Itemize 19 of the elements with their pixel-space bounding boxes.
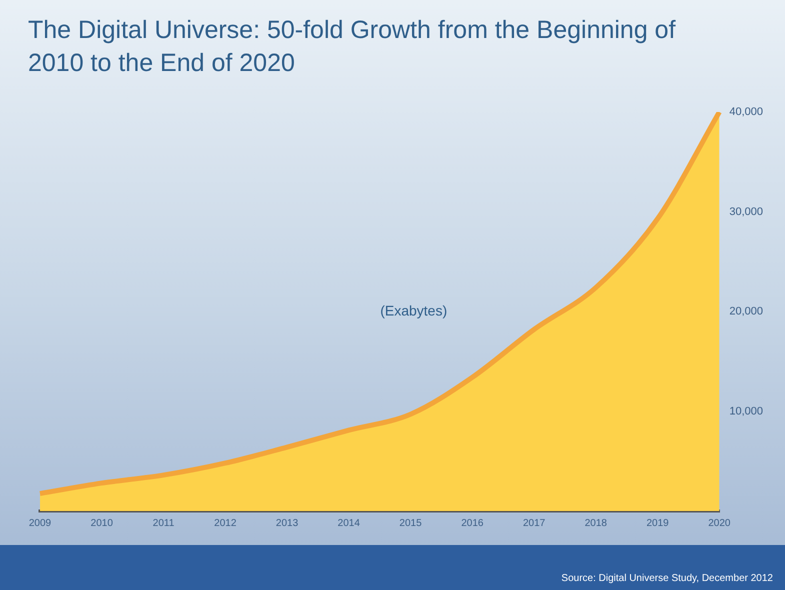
x-tick-label: 2017 bbox=[522, 518, 546, 529]
x-tick-label: 2018 bbox=[584, 518, 608, 529]
x-tick-label: 2014 bbox=[338, 518, 360, 529]
y-tick-label: 10,000 bbox=[729, 405, 764, 418]
y-tick-label: 40,000 bbox=[729, 106, 764, 118]
x-tick-label: 2019 bbox=[646, 518, 670, 529]
y-tick-label: 30,000 bbox=[729, 206, 764, 218]
y-tick-label: 20,000 bbox=[729, 306, 764, 318]
x-tick-label: 2011 bbox=[152, 518, 175, 529]
x-tick-label: 2010 bbox=[90, 518, 114, 529]
x-tick-label: 2016 bbox=[461, 518, 484, 529]
x-tick-label: 2020 bbox=[708, 518, 731, 529]
x-tick-label: 2012 bbox=[214, 518, 237, 529]
chart-title: The Digital Universe: 50-fold Growth from the Beginning of 2010 to the End of 2020 bbox=[28, 15, 677, 79]
x-tick-label: 2009 bbox=[28, 518, 52, 529]
y-axis-title: (Exabytes) bbox=[380, 302, 448, 318]
x-tick-label: 2013 bbox=[276, 518, 299, 529]
source-note: Source: Digital Universe Study, December 2012 bbox=[561, 573, 773, 584]
x-tick-label: 2015 bbox=[399, 518, 422, 529]
